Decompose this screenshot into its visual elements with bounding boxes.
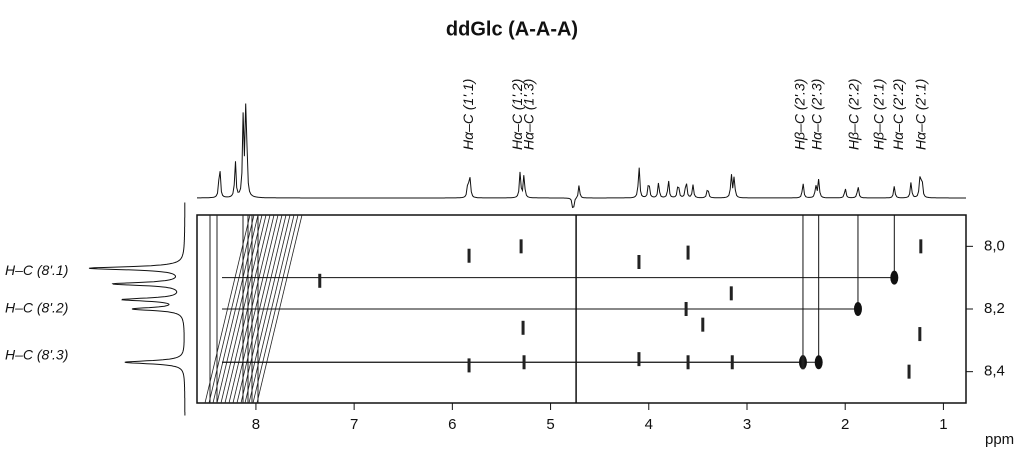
x-tick-label: 4 <box>645 416 653 433</box>
y-tick-label: 8,2 <box>984 300 1005 317</box>
cross-peak <box>853 302 862 316</box>
spot <box>637 255 641 269</box>
spot <box>701 317 705 332</box>
assignment-label: Hα–C (1'.1) <box>460 79 476 150</box>
y-tick-label: 8,4 <box>984 363 1005 380</box>
assignment-label: Hα–C (1'.3) <box>521 79 537 150</box>
assignment-label: Hα–C (2'.2) <box>890 79 906 150</box>
spot <box>686 245 690 260</box>
spot <box>521 320 525 335</box>
spot <box>467 358 471 373</box>
x-tick-label: 6 <box>448 416 456 433</box>
spot <box>918 327 922 342</box>
assignment-label: Hβ–C (2'.1) <box>870 79 886 150</box>
y-tick-label: 8,0 <box>984 237 1005 254</box>
spot <box>801 355 805 370</box>
cross-peak <box>890 270 899 285</box>
spot <box>467 248 471 263</box>
left-projection <box>88 202 186 416</box>
x-tick-label: 7 <box>350 416 358 433</box>
assignment-label: Hα–C (2'.1) <box>913 79 929 150</box>
top-projection <box>197 103 966 209</box>
spot <box>686 355 690 370</box>
assignment-label: Hα–C (1'.2) <box>509 79 525 150</box>
spot <box>637 352 641 367</box>
spot <box>919 239 923 254</box>
spot <box>318 273 322 288</box>
chart-title: ddGlc (A-A-A) <box>446 18 578 40</box>
assignment-label: Hα–C (2'.3) <box>808 79 824 150</box>
spot <box>729 286 733 301</box>
assignment-label: H–C (8'.3) <box>5 347 68 363</box>
spot <box>522 355 526 370</box>
assignment-label: H–C (8'.1) <box>5 262 68 278</box>
assignment-label: Hβ–C (2'.2) <box>846 79 862 150</box>
cross-peak <box>814 355 823 370</box>
spot <box>684 302 688 316</box>
x-tick-label: 1 <box>939 416 947 433</box>
x-tick-label: 3 <box>743 416 751 433</box>
assignment-label: Hβ–C (2'.3) <box>792 79 808 150</box>
x-tick-label: 2 <box>841 416 849 433</box>
x-tick-label: 8 <box>252 416 260 433</box>
spot <box>519 239 523 254</box>
assignment-label: H–C (8'.2) <box>5 300 68 316</box>
x-axis-label: ppm <box>985 431 1014 448</box>
x-tick-label: 5 <box>546 416 554 433</box>
spot <box>907 364 911 379</box>
spot <box>730 355 734 370</box>
